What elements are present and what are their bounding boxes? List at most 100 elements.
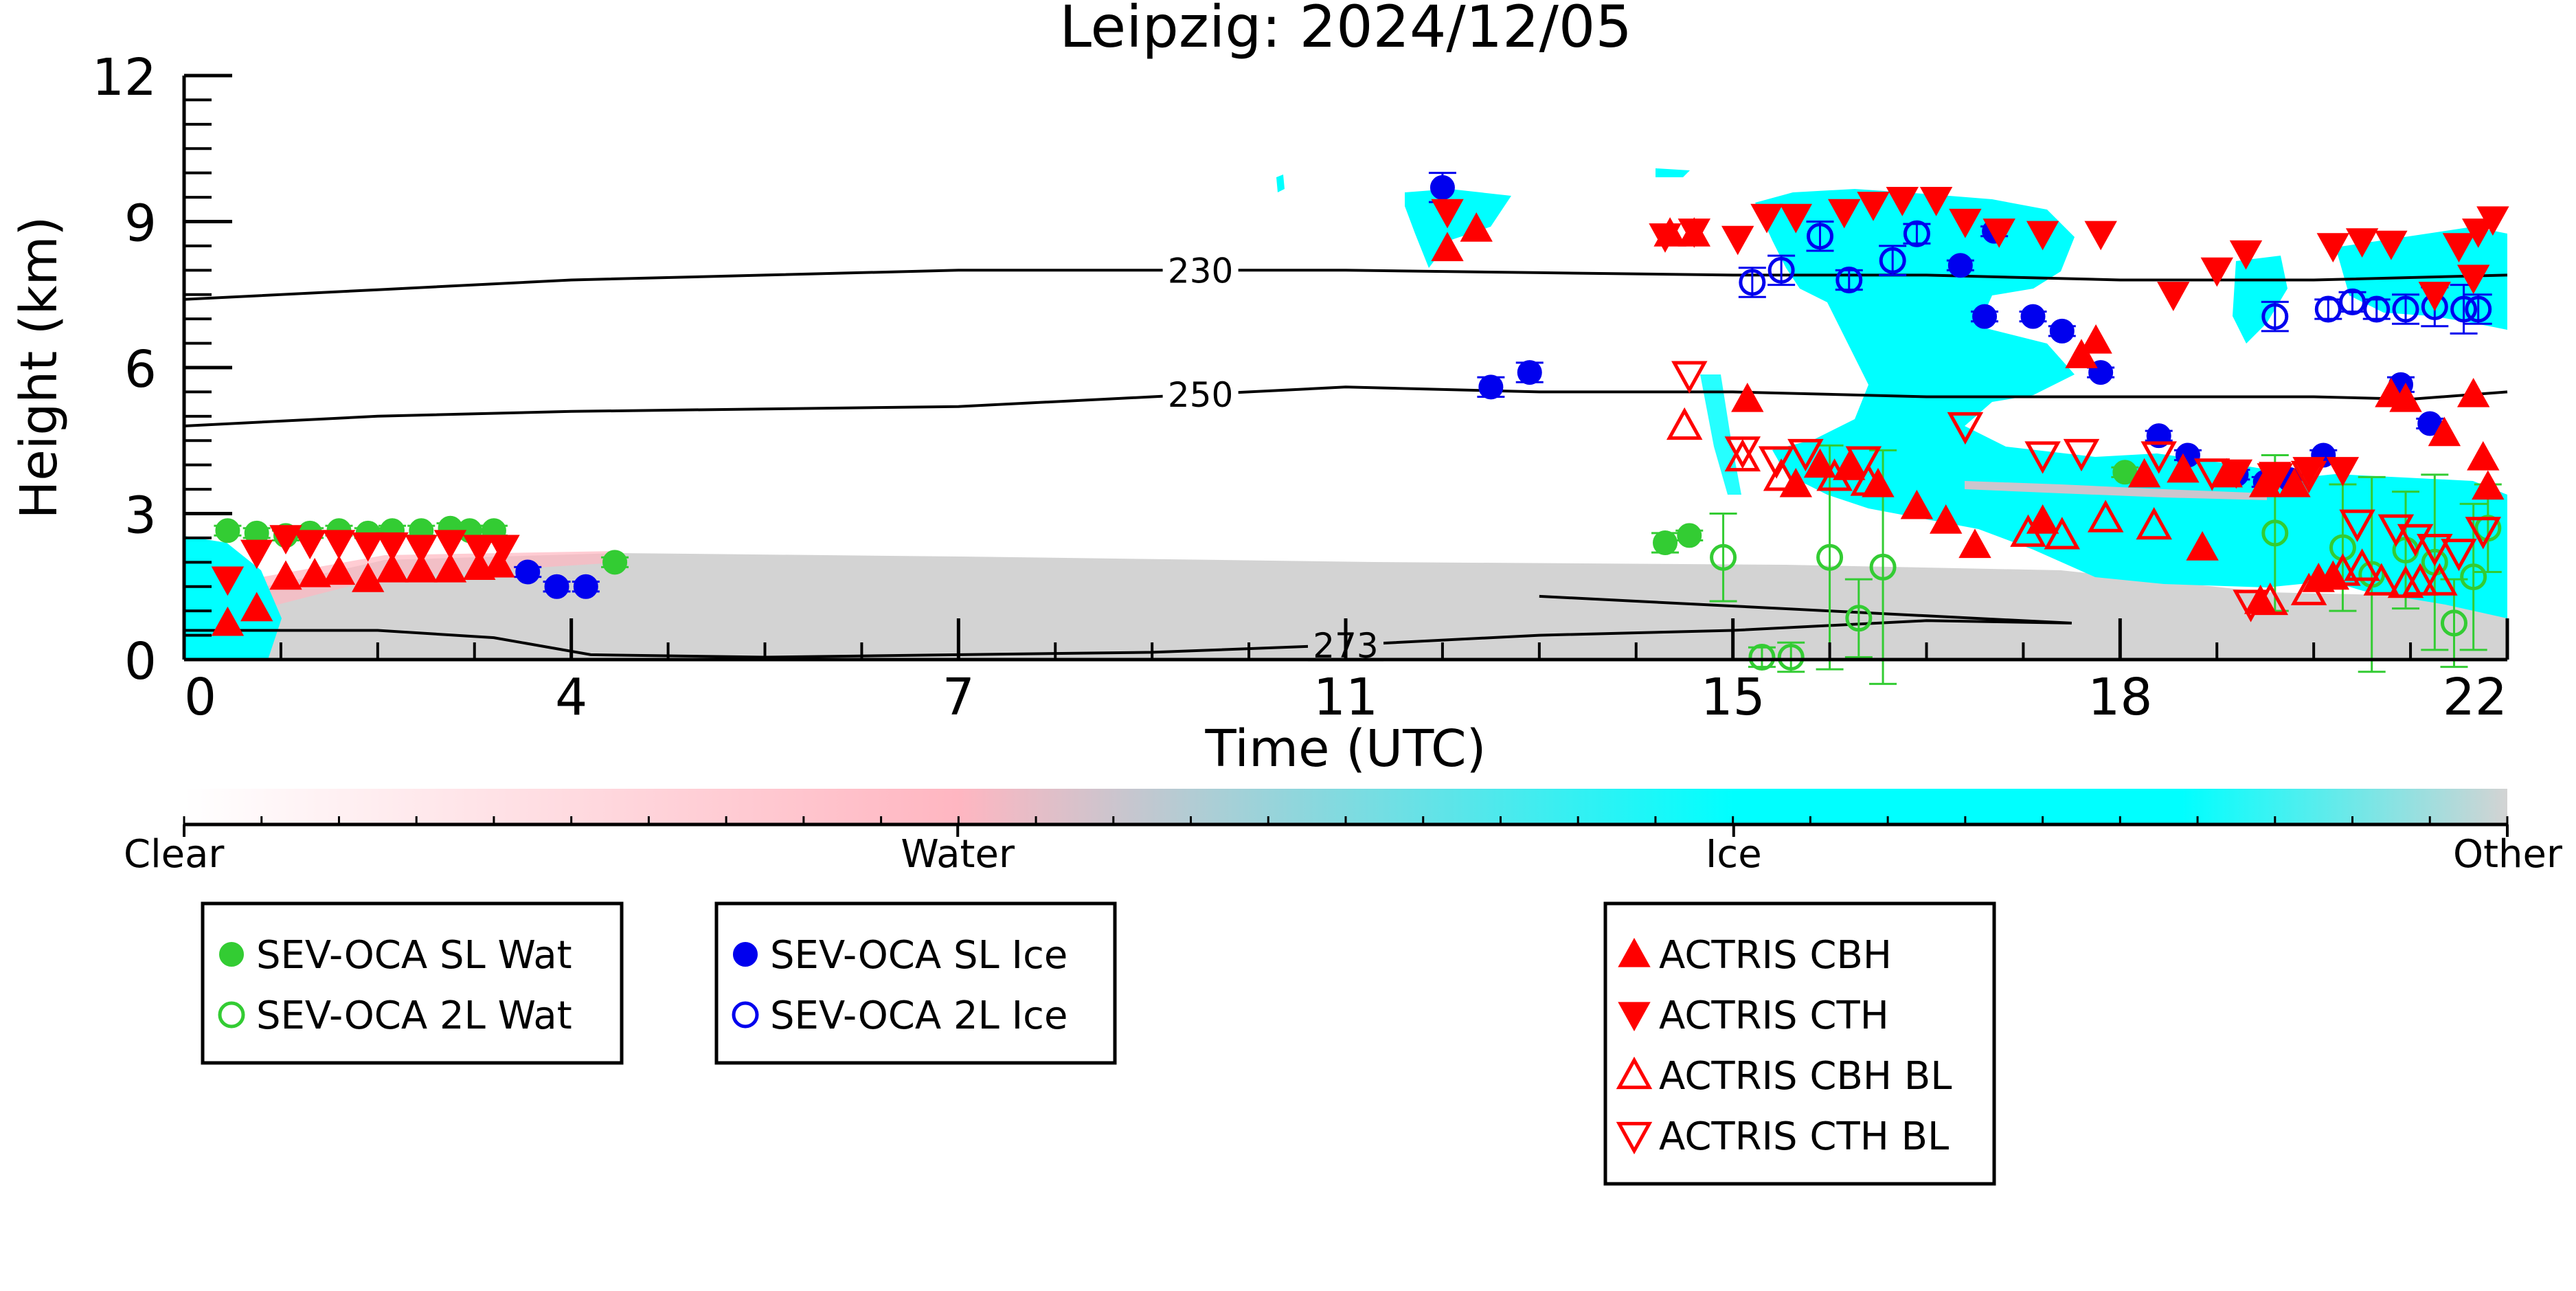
data-point: [515, 559, 541, 585]
legend-marker: [218, 1001, 245, 1029]
data-point: [2261, 303, 2289, 330]
data-point: [1724, 438, 1761, 472]
data-point: [2375, 230, 2408, 260]
data-point: [1517, 360, 1542, 385]
data-point: [2465, 295, 2492, 323]
data-point: [1787, 438, 1824, 472]
data-point: [2257, 463, 2294, 496]
data-point: [1671, 361, 1708, 394]
data-point: [2136, 507, 2172, 540]
legend-marker: [219, 942, 244, 967]
data-point: [1731, 382, 1764, 412]
y-minor-ticks: [184, 98, 212, 637]
legend-frame: [714, 901, 1117, 1065]
x-tick-label: 15: [1701, 668, 1765, 727]
data-point: [2186, 531, 2219, 561]
data-point: [1803, 448, 1837, 478]
data-point: [2440, 609, 2467, 637]
data-point: [2010, 514, 2046, 547]
data-point: [573, 574, 598, 599]
x-tick-label: 4: [555, 668, 587, 727]
data-point: [1816, 543, 1844, 571]
data-point: [322, 530, 356, 560]
data-point: [2200, 257, 2233, 287]
contour-label: 250: [1168, 375, 1233, 415]
legend-label: SEV-OCA 2L Ice: [770, 993, 1067, 1038]
legend-frame: [1603, 901, 1996, 1186]
x-tick-label: 0: [184, 668, 216, 727]
colorbar-label: Other: [2453, 832, 2563, 877]
data-point: [2460, 563, 2487, 591]
legend-label: ACTRIS CBH: [1659, 933, 1892, 978]
data-point: [2049, 318, 2075, 344]
data-point: [1903, 220, 1930, 247]
data-point: [1758, 446, 1795, 479]
legend-marker: [1618, 937, 1651, 967]
data-point: [1845, 446, 1882, 479]
legend-marker: [733, 942, 758, 967]
ice-cloud-12h: [1405, 189, 1511, 268]
data-point: [2465, 517, 2502, 550]
data-point: [2193, 458, 2230, 491]
data-point: [482, 548, 515, 578]
y-ticks: 0 3 6 9 12: [92, 48, 232, 691]
colorbar-label: Clear: [124, 832, 225, 877]
x-tick-label: 7: [942, 668, 975, 727]
contour-label-bg: [1162, 248, 1239, 287]
data-series: [211, 172, 2509, 685]
colorbar-label: Ice: [1706, 832, 1762, 877]
colorbar: Clear Water Ice Other: [124, 789, 2563, 877]
x-tick-label: 22: [2443, 668, 2507, 727]
data-point: [2363, 295, 2391, 323]
data-point: [1816, 458, 1853, 491]
data-point: [1649, 223, 1682, 253]
data-point: [1958, 528, 1991, 559]
data-point: [2044, 517, 2081, 550]
data-point: [2261, 519, 2289, 547]
data-point: [211, 606, 245, 636]
data-point: [433, 530, 467, 560]
data-point: [2339, 509, 2375, 542]
data-point: [1763, 458, 1800, 491]
data-point: [1430, 175, 1455, 200]
legend-marker: [1616, 1056, 1653, 1090]
y-axis-label: Height (km): [10, 216, 69, 519]
data-point: [2140, 441, 2177, 474]
data-point: [352, 532, 385, 562]
chart-title: Leipzig: 2024/12/05: [1059, 0, 1632, 60]
data-point: [1777, 643, 1805, 671]
data-point: [1767, 256, 1795, 284]
data-point: [2020, 304, 2046, 329]
data-point: [1828, 199, 1861, 229]
y-tick-label: 12: [92, 48, 157, 107]
y-tick-label: 0: [124, 632, 157, 691]
series-group: [211, 187, 2509, 596]
data-point: [2467, 440, 2500, 471]
data-point: [433, 552, 467, 583]
contour-line: [183, 269, 2508, 301]
data-point: [1930, 504, 1963, 534]
data-point: [240, 592, 273, 622]
data-point: [1748, 643, 1776, 671]
data-point: [1666, 407, 1703, 440]
data-point: [2441, 539, 2477, 572]
data-point: [322, 555, 356, 585]
legend-label: SEV-OCA SL Wat: [256, 933, 572, 978]
x-ticks: 0 4 7 11 15 18 22: [182, 618, 2509, 727]
data-point: [293, 530, 326, 560]
ice-main-cloud: [1755, 189, 2404, 587]
data-point: [2026, 221, 2059, 251]
data-point: [269, 525, 302, 554]
data-point: [1850, 463, 1887, 496]
colorbar-ticks: Clear Water Ice Other: [124, 816, 2563, 877]
contour-line: [184, 594, 2072, 659]
data-point: [1806, 223, 1833, 250]
data-point: [2127, 458, 2161, 488]
data-point: [2418, 282, 2451, 311]
ice-low-left: [184, 536, 282, 660]
data-point: [2219, 459, 2253, 489]
data-point: [1947, 253, 1973, 278]
data-point: [1653, 530, 1678, 555]
